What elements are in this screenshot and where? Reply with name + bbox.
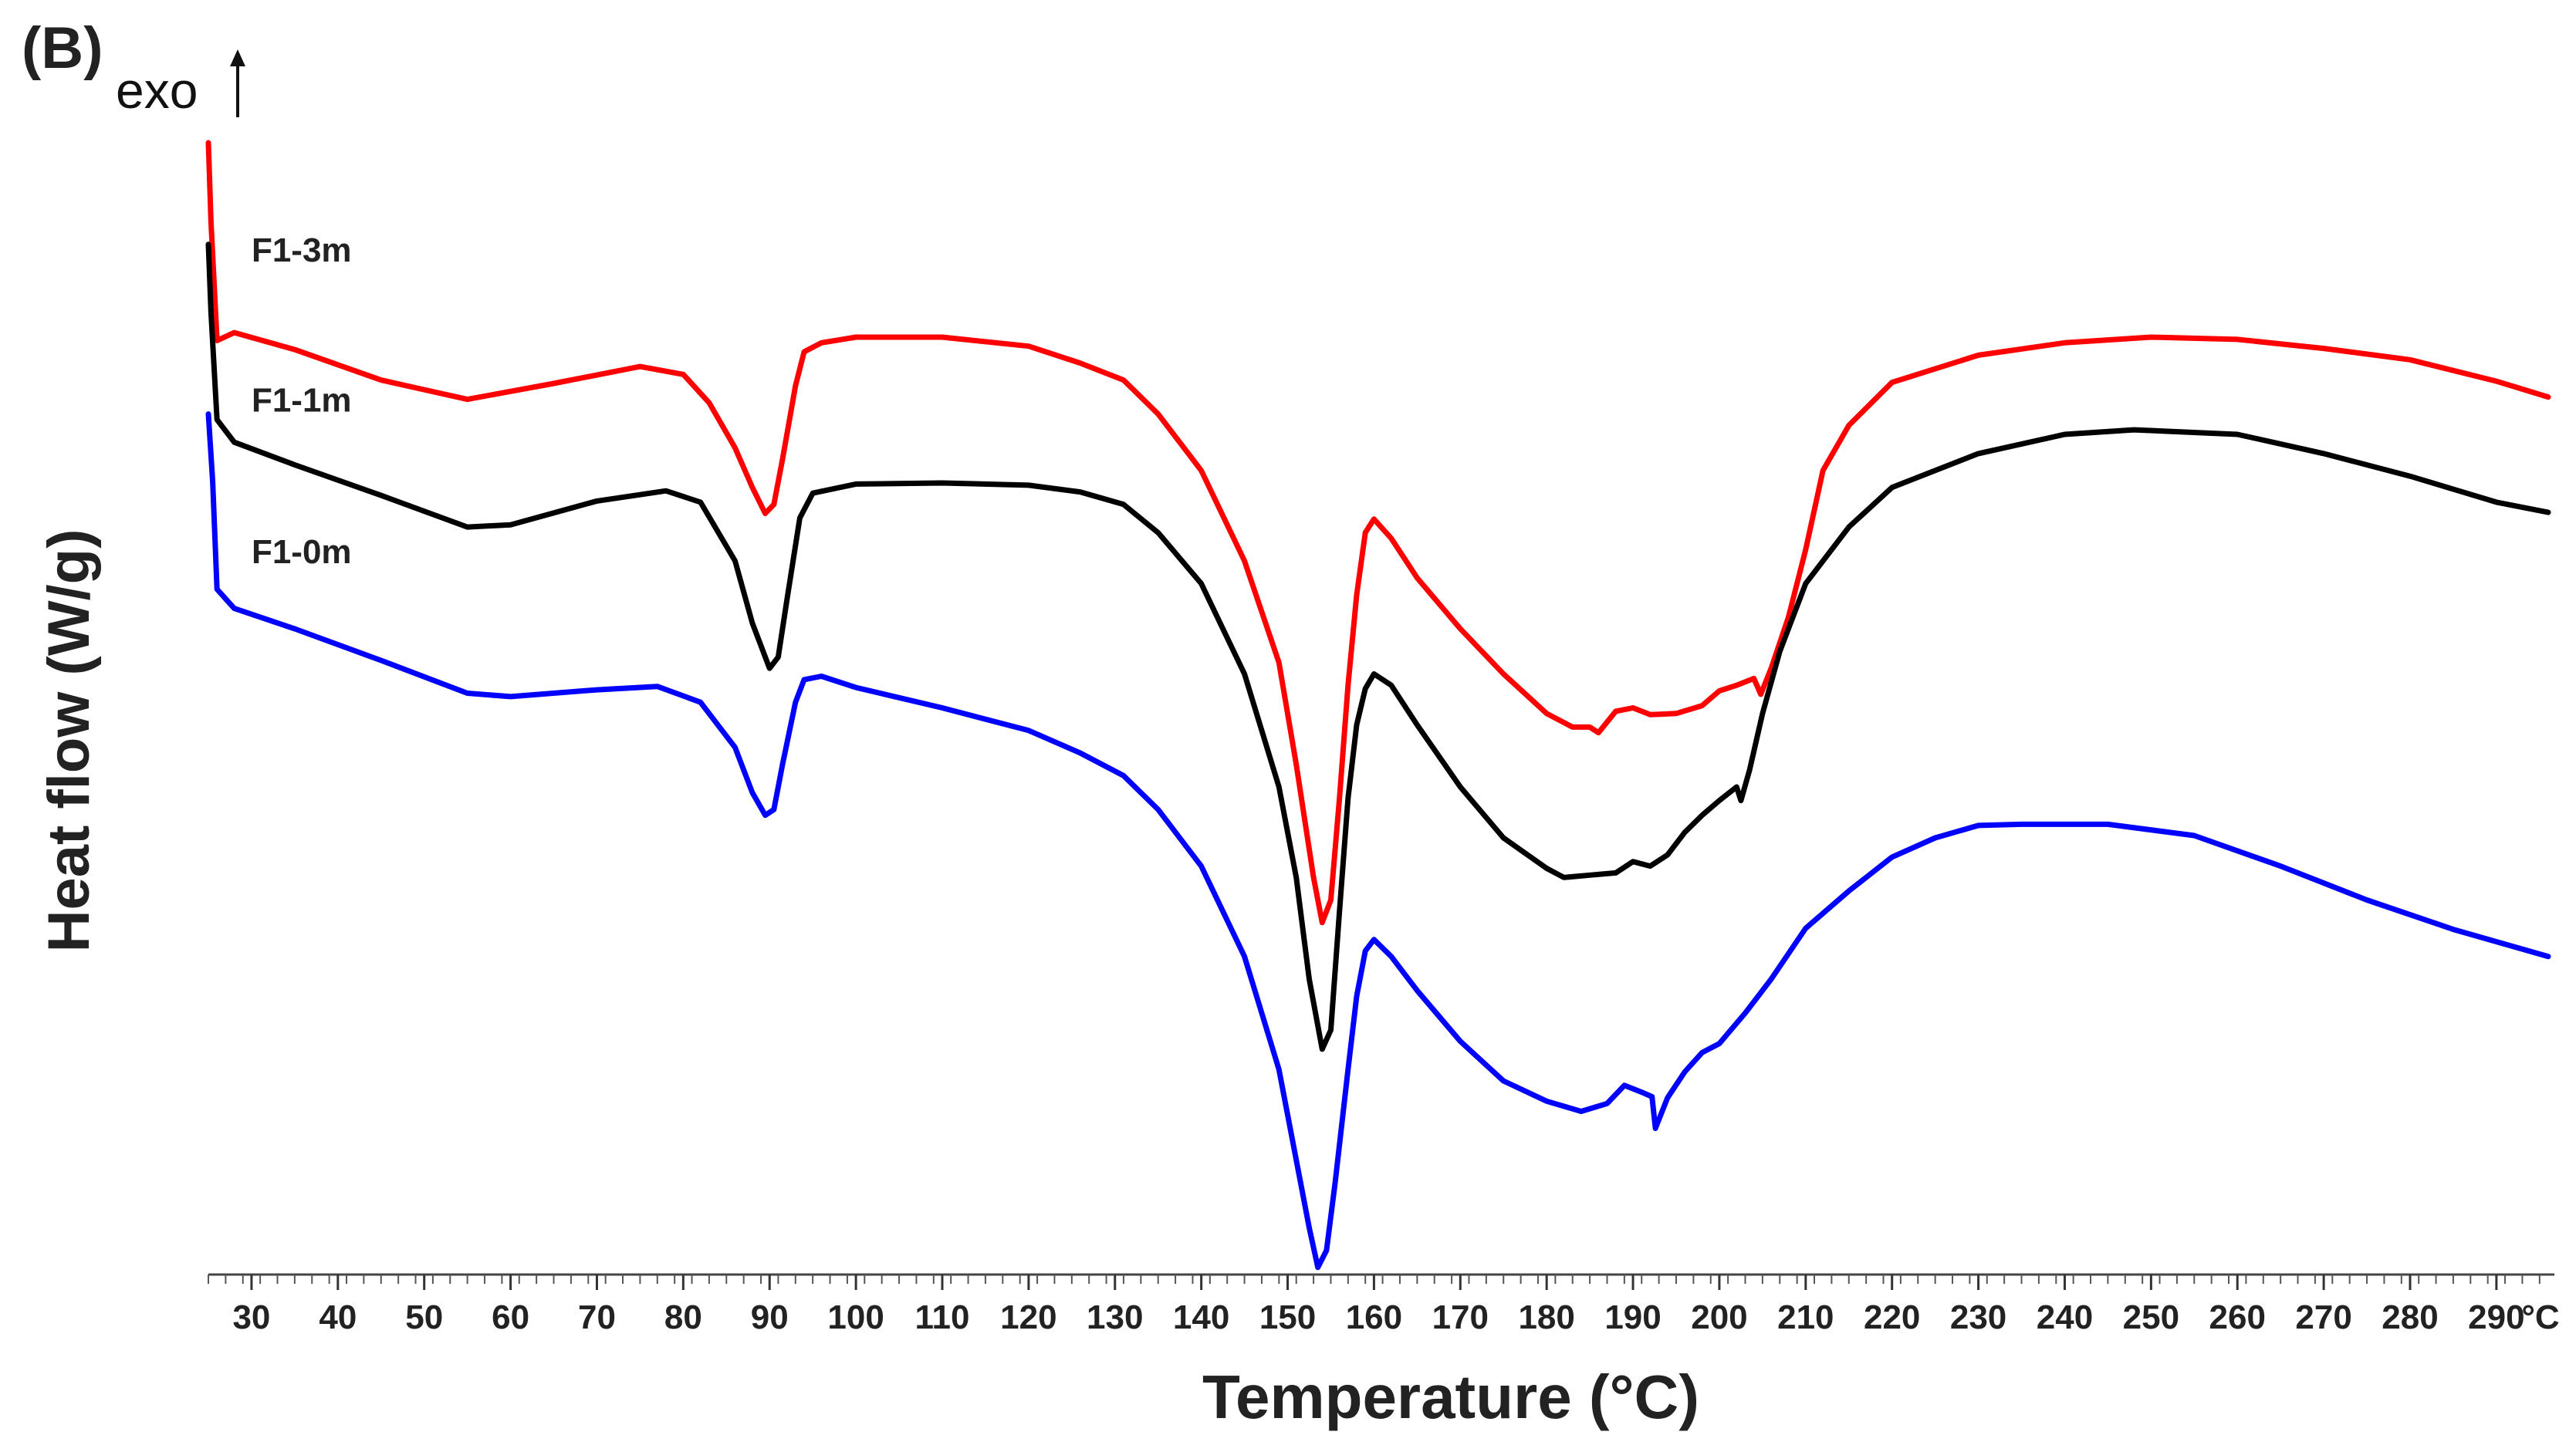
x-tick-label: 90 — [751, 1298, 789, 1336]
x-tick-label: 140 — [1173, 1298, 1229, 1336]
x-tick-label: 200 — [1691, 1298, 1747, 1336]
x-tick-label: 30 — [232, 1298, 270, 1336]
series-line-f1-3m — [205, 140, 2551, 926]
x-axis-label: Temperature (°C) — [1202, 1363, 1699, 1431]
x-minor-ticks — [208, 1275, 2541, 1284]
exo-label: exo — [116, 62, 198, 119]
x-tick-label: 150 — [1259, 1298, 1316, 1336]
x-tick-label: 240 — [2037, 1298, 2093, 1336]
x-tick-label: 170 — [1432, 1298, 1489, 1336]
series-line-f1-0m — [205, 411, 2551, 1271]
x-tick-label: 180 — [1518, 1298, 1574, 1336]
x-tick-label: 50 — [405, 1298, 443, 1336]
series-label-f1-1m: F1-1m — [252, 382, 352, 420]
x-tick-label: 210 — [1777, 1298, 1834, 1336]
x-tick-labels: 30 40 50 60 70 80 90 100 110 120 130 140 150 160 170 18… — [232, 1298, 2524, 1336]
x-major-ticks — [250, 1275, 2498, 1290]
x-tick-label: 80 — [664, 1298, 702, 1336]
series-label-f1-3m: F1-3m — [252, 231, 352, 269]
x-tick-label: 40 — [319, 1298, 357, 1336]
x-tick-label: 190 — [1604, 1298, 1661, 1336]
panel-label: (B) — [22, 15, 103, 81]
series-layer — [205, 140, 2551, 1271]
series-label-f1-0m: F1-0m — [252, 533, 352, 571]
x-tick-label: 130 — [1087, 1298, 1143, 1336]
x-tick-label: 280 — [2382, 1298, 2438, 1336]
x-tick-label: 260 — [2209, 1298, 2266, 1336]
x-tick-label: 70 — [578, 1298, 616, 1336]
x-tick-label: 110 — [915, 1298, 970, 1336]
x-tick-label: 290 — [2468, 1298, 2524, 1336]
y-axis-label: Heat flow (W/g) — [36, 529, 102, 953]
exo-arrow-icon — [230, 49, 245, 117]
x-tick-label: 250 — [2123, 1298, 2179, 1336]
series-line-f1-1m — [205, 241, 2551, 1052]
x-tick-label: 220 — [1864, 1298, 1920, 1336]
series-labels: F1-3m F1-1m F1-0m — [252, 231, 352, 571]
x-tick-label: 60 — [492, 1298, 529, 1336]
x-tick-label: 270 — [2295, 1298, 2351, 1336]
x-tick-label: 230 — [1950, 1298, 2006, 1336]
x-tick-label: 100 — [827, 1298, 884, 1336]
x-unit-tick-label: °C — [2521, 1298, 2559, 1336]
x-tick-label: 120 — [1000, 1298, 1056, 1336]
x-tick-label: 160 — [1346, 1298, 1402, 1336]
